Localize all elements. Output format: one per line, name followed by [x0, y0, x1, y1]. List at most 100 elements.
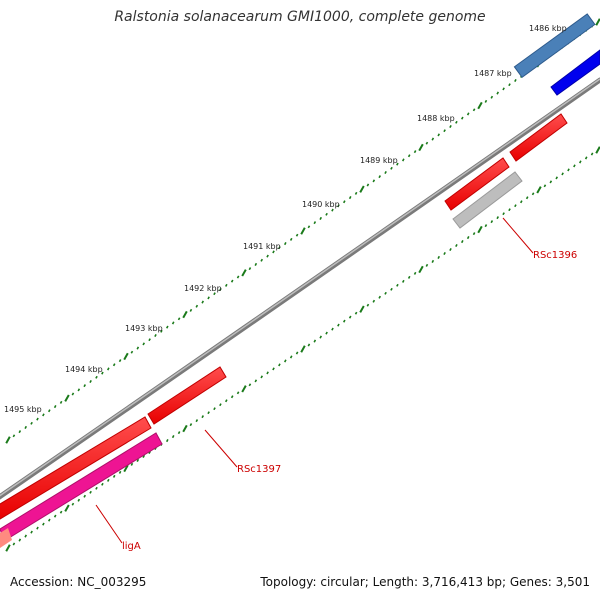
minor-tick [466, 236, 470, 240]
minor-tick [53, 514, 57, 518]
major-tick [64, 394, 70, 402]
minor-tick [177, 317, 181, 321]
minor-tick [331, 327, 334, 331]
minor-tick [112, 474, 116, 478]
gene-red-1[interactable] [509, 113, 568, 162]
minor-tick [390, 287, 393, 291]
minor-tick [30, 530, 33, 534]
kbp-label: 1492 kbp [184, 284, 222, 293]
minor-tick [490, 220, 494, 224]
minor-tick [106, 367, 110, 371]
kbp-label: 1491 kbp [243, 242, 281, 251]
minor-tick [272, 367, 275, 371]
gene-label-rsc1397[interactable]: RSc1397 [237, 464, 281, 475]
outer-tick-ring [5, 18, 600, 444]
minor-tick [289, 355, 293, 359]
gene-liga[interactable] [0, 432, 163, 542]
minor-tick [396, 283, 399, 287]
minor-tick [130, 350, 134, 354]
major-tick [241, 385, 247, 393]
major-tick [536, 186, 542, 194]
major-tick [123, 352, 129, 361]
gene-red-3[interactable] [147, 366, 227, 425]
minor-tick [260, 375, 264, 379]
minor-tick [342, 319, 346, 323]
minor-tick [372, 299, 376, 303]
minor-tick [567, 168, 570, 172]
gene-salmon[interactable] [0, 528, 12, 548]
kbp-label: 1490 kbp [302, 200, 340, 209]
minor-tick [378, 175, 382, 179]
minor-tick [130, 462, 134, 466]
minor-tick [36, 417, 39, 421]
minor-tick [219, 403, 222, 407]
minor-tick [213, 292, 216, 296]
major-tick [300, 345, 306, 353]
minor-tick [455, 244, 458, 247]
minor-tick [136, 346, 140, 350]
minor-tick [248, 383, 252, 387]
major-tick [359, 305, 365, 313]
gene-red-2[interactable] [444, 157, 510, 211]
minor-tick [106, 478, 110, 482]
minor-tick [77, 498, 81, 502]
minor-tick [224, 399, 228, 403]
gene-steelblue[interactable] [513, 13, 596, 79]
minor-tick [531, 192, 535, 196]
minor-tick [413, 271, 417, 275]
minor-tick [101, 371, 104, 375]
minor-tick [573, 164, 576, 168]
minor-tick [47, 409, 51, 413]
gene-rsc1397[interactable] [0, 416, 152, 520]
genome-summary-text: Topology: circular; Length: 3,716,413 bp… [260, 575, 590, 589]
minor-tick [295, 233, 299, 237]
minor-tick [590, 152, 594, 156]
kbp-label: 1493 kbp [125, 324, 163, 333]
minor-tick [177, 431, 181, 435]
minor-tick [555, 176, 559, 180]
gene-rsc1396[interactable] [452, 171, 523, 229]
major-tick [477, 101, 483, 110]
minor-tick [472, 232, 476, 236]
genes-forward-strand [513, 13, 596, 79]
minor-tick [213, 407, 216, 411]
minor-tick [77, 388, 81, 392]
minor-tick [89, 380, 92, 383]
minor-tick [578, 160, 582, 164]
minor-tick [384, 171, 387, 174]
minor-tick [219, 288, 222, 291]
major-tick [64, 504, 70, 512]
minor-tick [396, 162, 399, 166]
minor-tick [449, 248, 452, 251]
minor-tick [154, 334, 157, 337]
map-title: Ralstonia solanacearum GMI1000, complete… [114, 9, 486, 25]
minor-tick [36, 526, 39, 530]
minor-tick [148, 338, 151, 342]
minor-tick [431, 137, 435, 141]
genome-backbone [0, 77, 600, 500]
kbp-label: 1495 kbp [4, 405, 42, 414]
minor-tick [112, 363, 116, 367]
major-tick [359, 185, 365, 193]
minor-tick [354, 311, 358, 315]
minor-tick [53, 405, 57, 409]
minor-tick [236, 275, 240, 279]
major-tick [595, 18, 600, 26]
minor-tick [354, 191, 358, 195]
minor-tick [59, 510, 63, 514]
kbp-labels: 1486 kbp 1487 kbp 1488 kbp 1489 kbp 1490… [4, 24, 567, 414]
minor-tick [378, 295, 382, 299]
minor-tick [12, 434, 16, 438]
minor-tick [348, 196, 352, 200]
minor-tick [543, 184, 547, 188]
gene-blue[interactable] [550, 49, 600, 96]
major-tick [182, 310, 188, 319]
major-tick [418, 265, 424, 274]
gene-label-rsc1396[interactable]: RSc1396 [533, 250, 577, 261]
major-tick [477, 225, 483, 234]
gene-label-liga[interactable]: ligA [122, 541, 141, 552]
minor-tick [260, 258, 264, 262]
minor-tick [42, 413, 45, 417]
minor-tick [278, 246, 281, 250]
minor-tick [372, 179, 376, 183]
